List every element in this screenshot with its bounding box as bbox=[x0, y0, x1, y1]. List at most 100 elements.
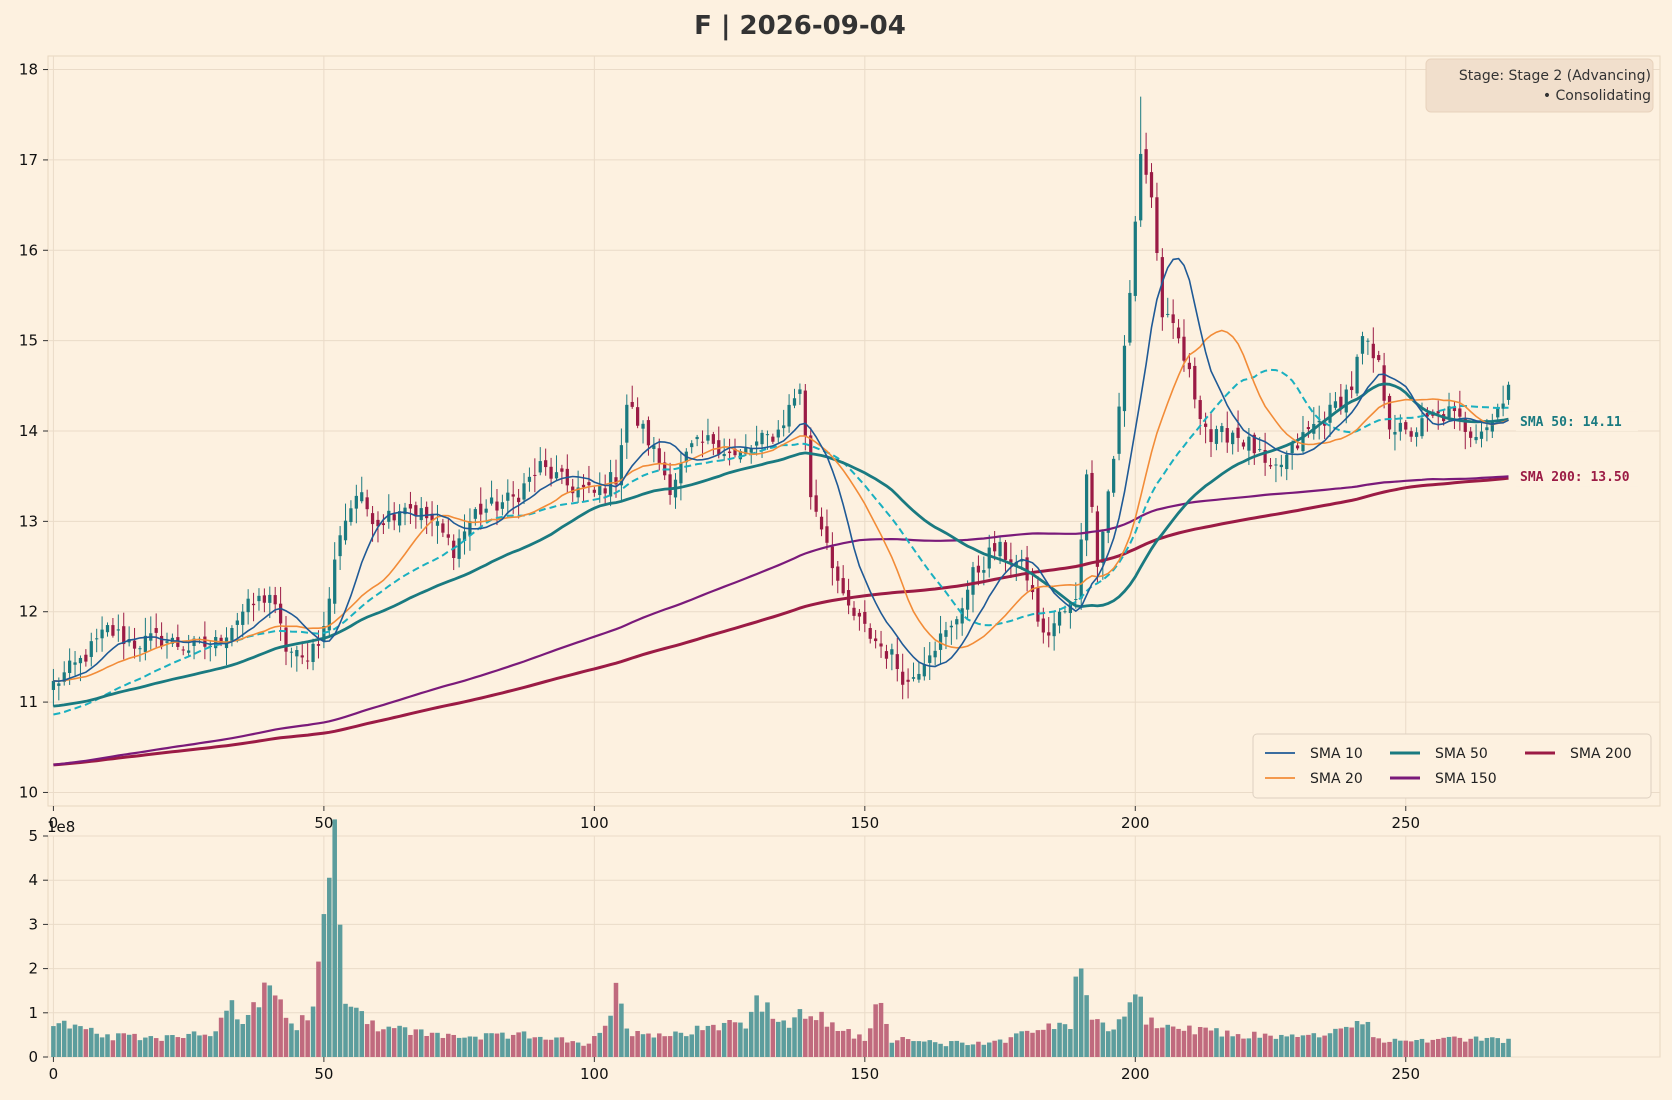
price-y-tick-label: 10 bbox=[19, 783, 38, 801]
volume-bar bbox=[732, 1022, 738, 1057]
volume-bar bbox=[1495, 1038, 1500, 1057]
candle-body bbox=[1187, 362, 1192, 370]
candle bbox=[84, 649, 88, 667]
volume-bar bbox=[949, 1041, 954, 1057]
legend-entry: SMA 20 bbox=[1265, 771, 1363, 787]
candle bbox=[105, 622, 110, 637]
candle bbox=[1290, 440, 1294, 470]
volume-bar bbox=[748, 1011, 754, 1057]
volume-bar bbox=[775, 1021, 781, 1057]
candle bbox=[727, 438, 732, 466]
volume-bar bbox=[1311, 1033, 1317, 1057]
candle bbox=[906, 668, 910, 699]
candle-body bbox=[960, 608, 964, 624]
candle-body bbox=[214, 636, 218, 649]
candle bbox=[863, 600, 867, 633]
candle-body bbox=[1371, 343, 1375, 359]
sma-200-line bbox=[53, 476, 1509, 767]
candle-body bbox=[998, 541, 1002, 557]
volume-bar bbox=[1100, 1022, 1106, 1057]
volume-bar bbox=[348, 1006, 354, 1057]
volume-bar bbox=[803, 1018, 808, 1057]
volume-bar bbox=[240, 1023, 246, 1057]
candle bbox=[1090, 460, 1094, 513]
volume-bar bbox=[1046, 1023, 1052, 1057]
candle bbox=[187, 634, 191, 657]
volume-bar bbox=[1105, 1031, 1111, 1057]
volume-bar bbox=[283, 1017, 289, 1057]
sma-10-line bbox=[53, 257, 1509, 683]
candle bbox=[1458, 390, 1462, 431]
volume-bar bbox=[78, 1026, 83, 1057]
candle bbox=[273, 586, 277, 614]
candle-body bbox=[154, 628, 158, 633]
candle-body bbox=[1133, 221, 1137, 296]
candle-body bbox=[403, 507, 407, 515]
volume-bar bbox=[851, 1038, 857, 1057]
candle-body bbox=[1090, 472, 1094, 507]
candle bbox=[397, 504, 402, 533]
volume-bar bbox=[1295, 1036, 1300, 1057]
candle bbox=[1198, 395, 1202, 435]
volume-bar bbox=[711, 1024, 716, 1057]
candle bbox=[1285, 450, 1289, 481]
volume-bar bbox=[294, 1030, 300, 1057]
volume-bar bbox=[981, 1044, 987, 1057]
candle bbox=[446, 517, 450, 546]
price-y-tick-label: 15 bbox=[19, 332, 38, 350]
candle bbox=[911, 662, 916, 682]
volume-bar bbox=[148, 1036, 154, 1057]
candle bbox=[814, 479, 818, 517]
candle bbox=[636, 397, 640, 429]
candle bbox=[327, 587, 331, 637]
candle-body bbox=[1198, 400, 1202, 420]
candle bbox=[706, 418, 710, 445]
candle bbox=[695, 434, 699, 447]
candle bbox=[295, 645, 299, 672]
candle-body bbox=[397, 511, 402, 526]
candle-body bbox=[1160, 257, 1164, 318]
volume-bar bbox=[1051, 1029, 1057, 1057]
candle-body bbox=[928, 655, 932, 663]
candle-body bbox=[408, 504, 413, 509]
legend-entry: SMA 50 bbox=[1390, 746, 1488, 762]
candle-body bbox=[782, 425, 786, 429]
candle-body bbox=[484, 508, 488, 513]
candle bbox=[652, 436, 656, 463]
candle bbox=[403, 502, 407, 526]
volume-bar bbox=[651, 1037, 657, 1057]
volume-bar bbox=[959, 1042, 965, 1057]
candle-body bbox=[116, 629, 120, 631]
volume-bar bbox=[1262, 1033, 1268, 1057]
candle-body bbox=[744, 447, 748, 455]
candle-body bbox=[1496, 408, 1500, 418]
volume-bar bbox=[1181, 1030, 1187, 1057]
ma-tag-label: SMA 200: 13.50 bbox=[1520, 470, 1630, 485]
volume-bar bbox=[613, 982, 619, 1057]
candle bbox=[1409, 427, 1413, 442]
candle bbox=[1068, 601, 1072, 629]
volume-bar bbox=[1197, 1026, 1203, 1057]
candle-body bbox=[262, 595, 266, 603]
legend-entry: SMA 200 bbox=[1525, 746, 1632, 762]
candle bbox=[425, 501, 429, 534]
candle bbox=[1268, 458, 1273, 469]
candle-body bbox=[814, 495, 818, 512]
candle bbox=[381, 514, 386, 535]
price-y-tick-label: 18 bbox=[19, 61, 38, 79]
candle bbox=[1009, 542, 1013, 579]
candle-body bbox=[251, 603, 256, 606]
candle-body bbox=[544, 460, 548, 468]
candle-body bbox=[1149, 172, 1154, 198]
candle bbox=[484, 499, 488, 523]
candle-body bbox=[1387, 395, 1392, 430]
candle bbox=[95, 628, 99, 653]
volume-bar bbox=[235, 1019, 240, 1057]
candle-body bbox=[376, 519, 380, 527]
candle-body bbox=[533, 474, 537, 476]
candle bbox=[717, 426, 721, 459]
candle-body bbox=[1084, 474, 1089, 541]
volume-bar bbox=[1089, 1019, 1095, 1057]
volume-bar bbox=[1333, 1028, 1338, 1057]
